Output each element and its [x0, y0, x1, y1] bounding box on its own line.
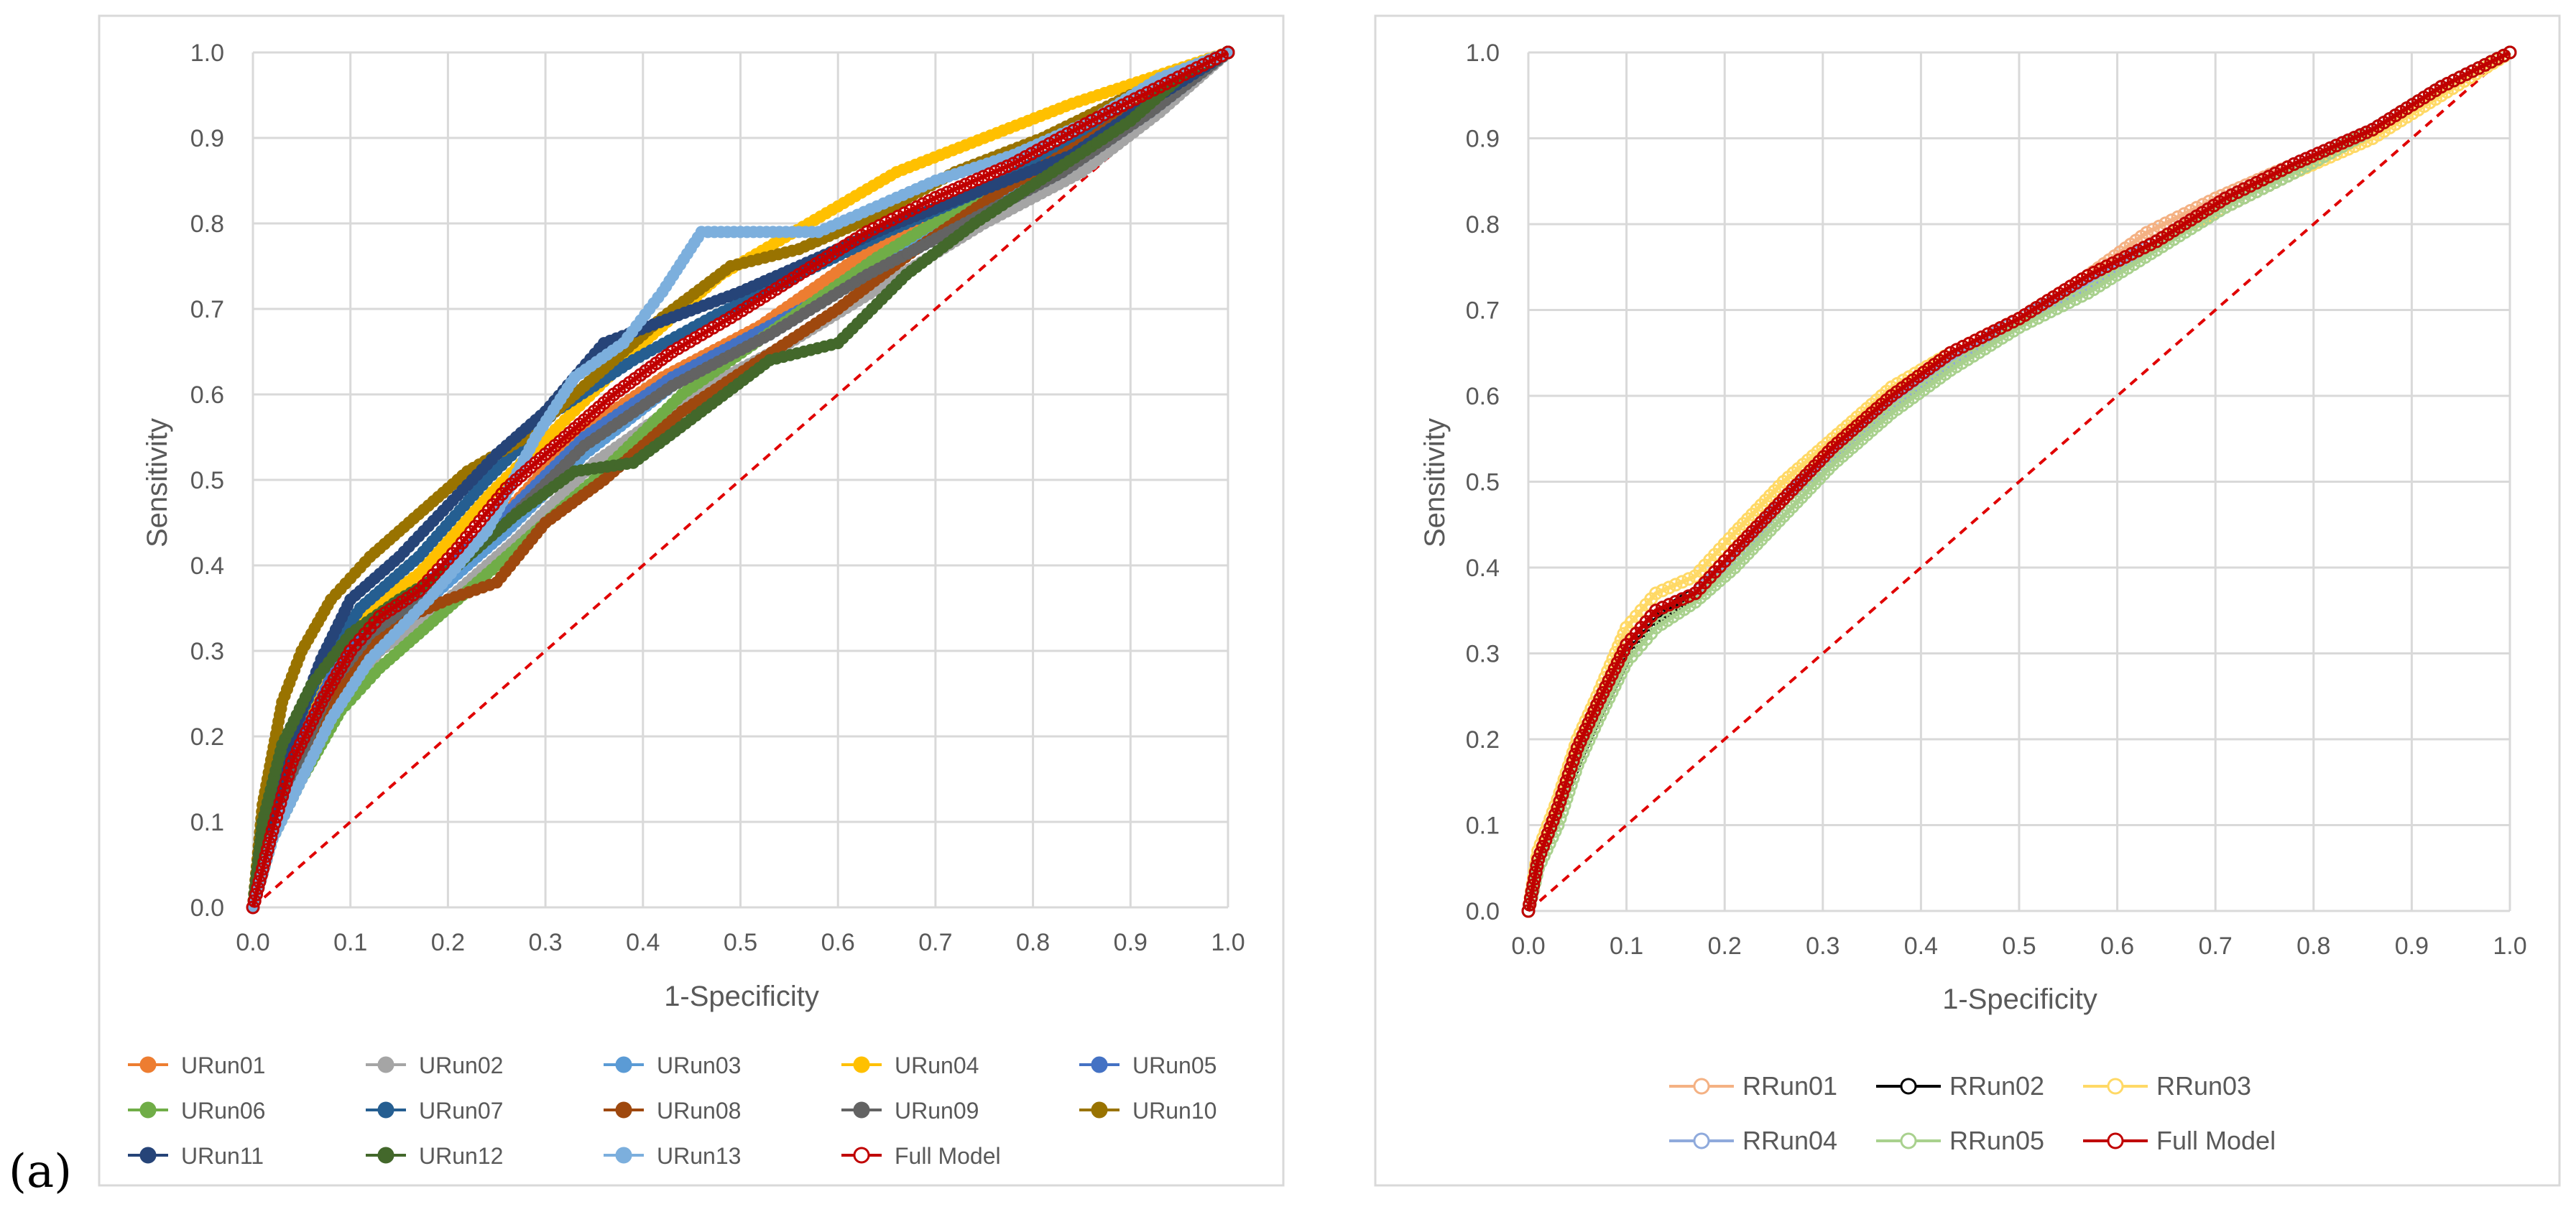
left-roc-panel: 0.0 0.1 0.2 0.3 0.4 0.5 0.6 0.7 0.8 0.9 1.0 0.0 0.1 0…	[98, 14, 1285, 1187]
legend-label: URun13	[657, 1143, 741, 1169]
legend-swatch-marker	[615, 1147, 632, 1164]
legend-label: Full Model	[2156, 1126, 2276, 1155]
right-x-axis-label: 1-Specificity	[1942, 984, 2097, 1015]
right-y-tick-label: 0.9	[1466, 126, 1500, 153]
left-y-tick-label: 0.2	[190, 723, 224, 751]
left-x-tick-label: 0.9	[1114, 929, 1148, 956]
left-y-tick-label: 1.0	[190, 40, 224, 67]
legend-swatch-marker	[377, 1056, 394, 1073]
legend-swatch-marker	[1091, 1056, 1108, 1073]
legend-swatch-marker	[1693, 1078, 1710, 1095]
left-x-tick-label: 0.2	[431, 929, 465, 956]
legend-label: RRun05	[1949, 1126, 2044, 1155]
left-y-axis-label: Sensitivity	[142, 418, 173, 547]
right-y-tick-label: 0.6	[1466, 383, 1500, 410]
right-x-tick-label: 0.0	[1511, 933, 1545, 960]
right-x-tick-label: 0.1	[1610, 933, 1643, 960]
left-y-tick-label: 0.6	[190, 381, 224, 409]
legend-label: URun10	[1132, 1098, 1217, 1124]
left-x-tick-label: 0.7	[918, 929, 952, 956]
legend-swatch-marker	[1693, 1132, 1710, 1149]
left-y-tick-label: 0.9	[190, 125, 224, 152]
left-y-tick-label: 0.4	[190, 552, 224, 580]
left-x-tick-label: 0.0	[236, 929, 269, 956]
legend-label: URun12	[419, 1143, 503, 1169]
right-x-tick-label: 0.7	[2199, 933, 2233, 960]
left-x-tick-label: 0.5	[724, 929, 757, 956]
legend-label: URun08	[657, 1098, 741, 1124]
legend-label: Full Model	[895, 1143, 1001, 1169]
right-y-tick-label: 0.8	[1466, 211, 1500, 239]
left-x-axis-label: 1-Specificity	[664, 981, 819, 1012]
legend-swatch-marker	[853, 1056, 870, 1073]
legend-label: RRun03	[2156, 1071, 2251, 1101]
legend-label: RRun04	[1742, 1126, 1837, 1155]
right-x-tick-label: 0.9	[2395, 933, 2429, 960]
legend-label: URun09	[895, 1098, 979, 1124]
right-x-tick-label: 0.2	[1708, 933, 1742, 960]
right-y-tick-label: 0.1	[1466, 813, 1500, 840]
right-x-tick-label: 0.6	[2100, 933, 2134, 960]
right-x-tick-label: 0.8	[2296, 933, 2330, 960]
right-y-tick-label: 0.3	[1466, 641, 1500, 668]
right-roc-panel: 0.0 0.1 0.2 0.3 0.4 0.5 0.6 0.7 0.8 0.9 1.0 0.0 0.1 0…	[1374, 14, 2561, 1187]
right-y-tick-label: 0.2	[1466, 726, 1500, 754]
legend-swatch-marker	[2107, 1078, 2124, 1095]
right-x-tick-label: 0.3	[1806, 933, 1839, 960]
right-y-tick-label: 0.5	[1466, 469, 1500, 496]
left-x-tick-label: 0.4	[626, 929, 660, 956]
right-y-tick-label: 1.0	[1466, 40, 1500, 67]
right-y-tick-label: 0.7	[1466, 297, 1500, 325]
legend-swatch-marker	[377, 1147, 394, 1164]
left-y-tick-label: 0.3	[190, 638, 224, 665]
right-x-tick-label: 0.4	[1904, 933, 1938, 960]
figure-panel-label: (a)	[9, 1145, 72, 1198]
legend-swatch-marker	[615, 1056, 632, 1073]
legend-label: RRun01	[1742, 1071, 1837, 1101]
legend-label: RRun02	[1949, 1071, 2044, 1101]
right-x-tick-label: 0.5	[2002, 933, 2036, 960]
right-x-tick-label: 1.0	[2493, 933, 2526, 960]
legend-swatch-marker	[1900, 1132, 1917, 1149]
legend-swatch-marker	[139, 1056, 157, 1073]
left-y-tick-label: 0.5	[190, 467, 224, 494]
left-x-tick-label: 0.3	[528, 929, 562, 956]
legend-label: URun02	[419, 1052, 503, 1078]
left-x-tick-label: 0.8	[1016, 929, 1050, 956]
right-y-tick-label: 0.0	[1466, 898, 1500, 925]
legend-swatch-marker	[139, 1147, 157, 1164]
left-y-tick-label: 0.1	[190, 809, 224, 836]
left-reference-line	[251, 51, 1229, 909]
legend-label: URun03	[657, 1052, 741, 1078]
legend-swatch-marker	[2107, 1132, 2124, 1149]
left-y-tick-label: 0.8	[190, 210, 224, 238]
left-x-tick-label: 0.6	[821, 929, 855, 956]
legend-label: URun06	[181, 1098, 265, 1124]
right-y-axis-label: Sensitivity	[1419, 418, 1451, 547]
left-reference-line-group	[251, 51, 1229, 909]
left-series-group	[246, 45, 1235, 915]
legend-swatch-marker	[139, 1101, 157, 1119]
left-x-tick-label: 1.0	[1211, 929, 1245, 956]
legend-swatch-marker	[1900, 1078, 1917, 1095]
legend-swatch-marker	[377, 1101, 394, 1119]
legend-swatch-marker	[1091, 1101, 1108, 1119]
legend-swatch-marker	[853, 1101, 870, 1119]
left-y-tick-label: 0.7	[190, 296, 224, 323]
legend-label: URun04	[895, 1052, 979, 1078]
legend-swatch-marker	[853, 1147, 870, 1164]
left-panel-frame	[98, 14, 1285, 1187]
legend-swatch-marker	[615, 1101, 632, 1119]
legend-label: URun01	[181, 1052, 265, 1078]
right-y-tick-label: 0.4	[1466, 555, 1500, 582]
left-y-tick-label: 0.0	[190, 894, 224, 922]
legend-label: URun11	[181, 1143, 264, 1169]
legend-label: URun07	[419, 1098, 503, 1124]
legend-label: URun05	[1132, 1052, 1217, 1078]
left-x-tick-label: 0.1	[333, 929, 367, 956]
